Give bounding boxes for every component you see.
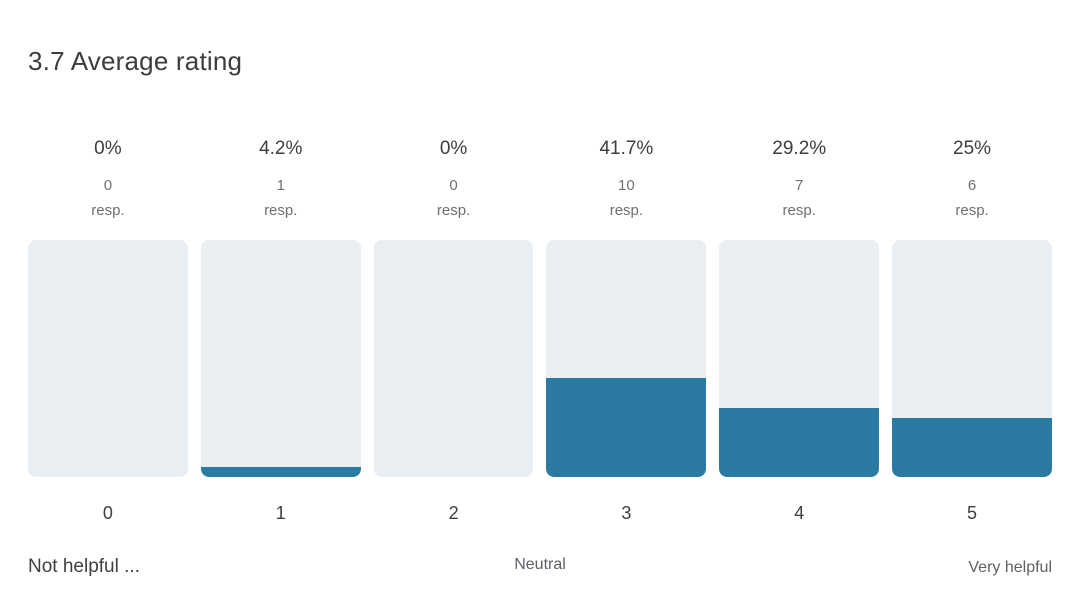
bar-fill: [892, 417, 1052, 477]
percent-label: 25%: [953, 138, 992, 159]
category-label: 5: [967, 503, 978, 523]
category-label: 0: [102, 503, 113, 523]
percent-label: 29.2%: [772, 138, 827, 159]
response-count-suffix: resp.: [264, 202, 298, 219]
bar-fill: [200, 467, 361, 477]
category-label: 4: [794, 503, 805, 523]
rating-column-5: 25% 6 resp. 5: [892, 137, 1052, 524]
bar-track[interactable]: [892, 240, 1052, 477]
response-count-suffix: resp.: [782, 202, 816, 219]
axis-label-very-helpful: Very helpful: [968, 559, 1052, 576]
percent-label: 4.2%: [259, 138, 303, 159]
bar-track[interactable]: [28, 240, 188, 477]
axis-label-not-helpful: Not helpful ...: [28, 556, 140, 577]
axis-label-neutral: Neutral: [514, 556, 566, 573]
axis-anchor-labels: Not helpful ... Neutral Very helpful: [28, 556, 1052, 578]
rating-column-2: 0% 0 resp. 2: [373, 137, 534, 524]
bar-fill: [719, 407, 880, 477]
category-label: 3: [621, 503, 632, 523]
rating-column-1: 4.2% 1 resp. 1: [200, 137, 361, 524]
response-count: 0: [103, 177, 113, 194]
category-label: 1: [275, 503, 286, 523]
rating-column-3: 41.7% 10 resp. 3: [546, 137, 707, 524]
response-count-suffix: resp.: [609, 202, 644, 219]
rating-bar-chart: 0% 0 resp. 0 4.2% 1 resp. 1 0% 0 resp. 2 41.7% 10 resp…: [28, 137, 1052, 524]
response-count-suffix: resp.: [436, 202, 471, 219]
percent-label: 0%: [94, 138, 122, 159]
page-title: 3.7 Average rating: [28, 46, 243, 76]
bar-track[interactable]: [546, 240, 707, 477]
response-count-suffix: resp.: [91, 202, 125, 219]
bar-track[interactable]: [200, 240, 361, 477]
rating-column-0: 0% 0 resp. 0: [28, 137, 188, 524]
response-count: 1: [276, 177, 285, 194]
percent-label: 0%: [439, 138, 468, 159]
response-count: 7: [795, 177, 804, 194]
category-label: 2: [448, 503, 459, 523]
bar-fill: [546, 378, 707, 477]
response-count: 6: [967, 177, 977, 194]
bar-track[interactable]: [373, 240, 534, 477]
response-count: 10: [618, 177, 635, 194]
response-count-suffix: resp.: [955, 202, 989, 219]
bar-track[interactable]: [719, 240, 880, 477]
response-count: 0: [449, 177, 458, 194]
rating-column-4: 29.2% 7 resp. 4: [719, 137, 880, 524]
percent-label: 41.7%: [599, 138, 654, 159]
